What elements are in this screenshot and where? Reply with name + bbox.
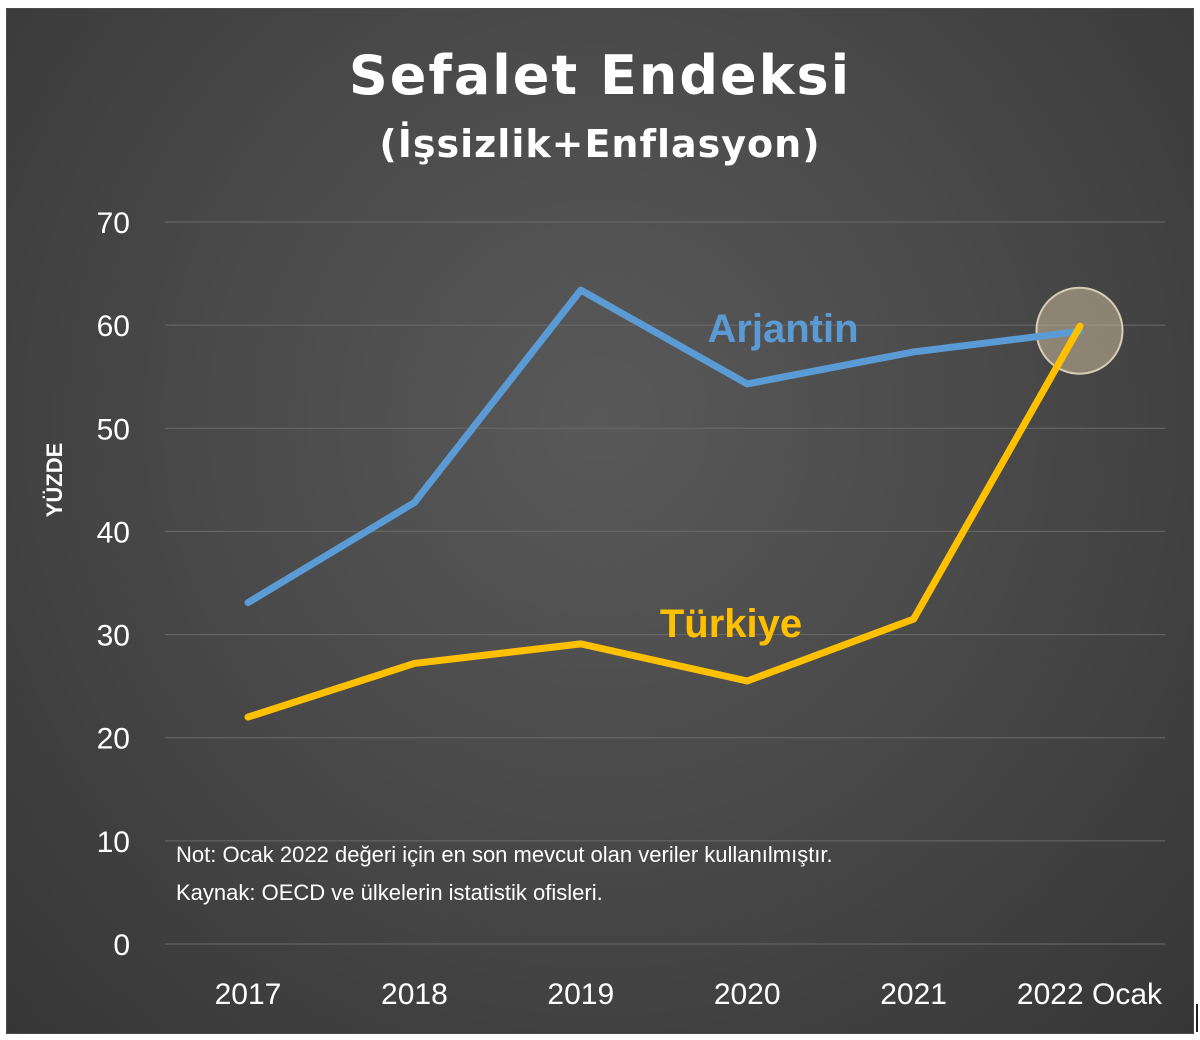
- series-lines: [244, 286, 1084, 721]
- series-label-turkiye: Türkiye: [660, 602, 802, 646]
- y-tick-60: 60: [97, 310, 130, 343]
- x-tick-2018: 2018: [381, 978, 448, 1011]
- y-tick-labels: 0 10 20 30 40 50 60 70: [97, 207, 130, 962]
- x-tick-2019: 2019: [547, 978, 614, 1011]
- x-tick-labels: 2017 2018 2019 2020 2021 2022 Ocak: [215, 978, 1163, 1011]
- y-tick-50: 50: [97, 413, 130, 446]
- y-tick-10: 10: [97, 826, 130, 859]
- chart-subtitle: (İşsizlik+Enflasyon): [379, 122, 821, 166]
- chart-frame: [6, 8, 1194, 1034]
- y-tick-0: 0: [113, 929, 130, 962]
- y-axis-label: YÜZDE: [42, 442, 67, 518]
- y-tick-20: 20: [97, 723, 130, 756]
- chart-title: Sefalet Endeksi: [348, 44, 852, 107]
- series-line-arjantin: [244, 286, 1084, 607]
- y-tick-30: 30: [97, 620, 130, 653]
- series-label-arjantin: Arjantin: [707, 307, 858, 351]
- series-labels: Arjantin Türkiye: [660, 307, 859, 646]
- text-cursor: [1196, 1004, 1198, 1032]
- y-tick-70: 70: [97, 207, 130, 240]
- gridlines: [165, 221, 1165, 945]
- footnote-source: Kaynak: OECD ve ülkelerin istatistik ofi…: [176, 880, 603, 905]
- footnote-note: Not: Ocak 2022 değeri için en son mevcut…: [176, 842, 833, 867]
- y-tick-40: 40: [97, 516, 130, 549]
- x-tick-2017: 2017: [215, 978, 282, 1011]
- series-line-turkiye: [244, 322, 1084, 721]
- x-tick-2021: 2021: [880, 978, 947, 1011]
- x-tick-2020: 2020: [714, 978, 781, 1011]
- x-tick-2022-ocak: 2022 Ocak: [1017, 978, 1163, 1011]
